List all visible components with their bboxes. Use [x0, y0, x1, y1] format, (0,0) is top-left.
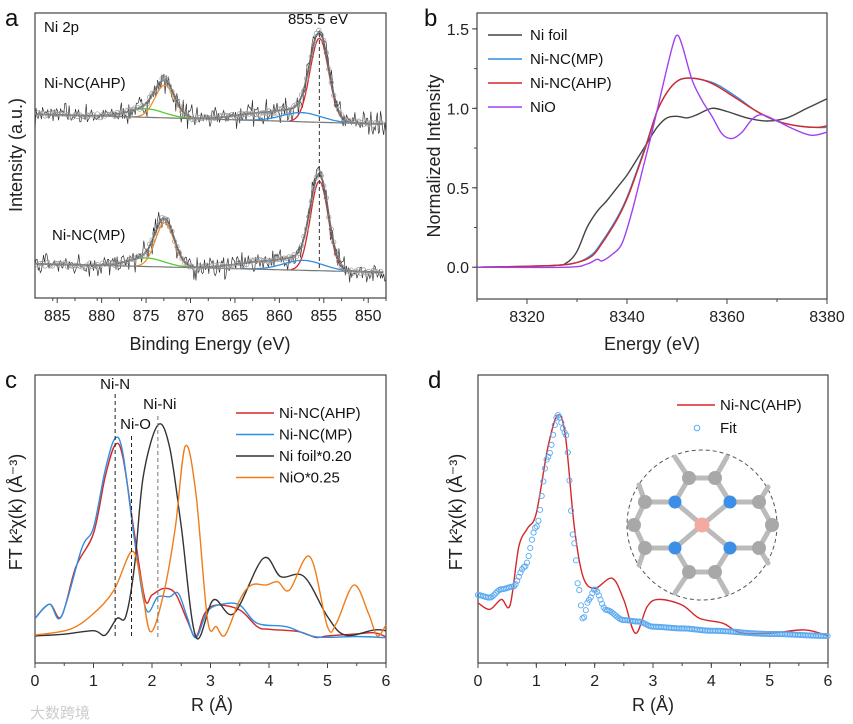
figure: a b c d Ni 2p 855.5 eV Ni-NC(AHP) Ni-NC(…: [0, 0, 853, 724]
panel-d-fit-point: [528, 545, 533, 550]
panel-a-xtick-label: 855: [310, 308, 337, 325]
panel-a-xtick-label: 860: [266, 308, 293, 325]
panel-c-xtick-label: 2: [148, 673, 157, 690]
panel-a-xlabel: Binding Energy (eV): [129, 334, 290, 354]
panel-d-xtick-label: 1: [532, 673, 541, 690]
panel-b-legend-label: NiO: [530, 99, 556, 116]
panel-c-xtick-label: 4: [265, 673, 274, 690]
panel-a-series-label-ahp: Ni-NC(AHP): [44, 75, 126, 92]
panel-d-fit-point: [537, 507, 542, 512]
panel-b-xtick-label: 8360: [709, 309, 745, 326]
panel-c-annotation: Ni-N: [100, 376, 130, 393]
panel-b-xtick-label: 8340: [609, 309, 645, 326]
watermark: 大数跨境: [30, 704, 90, 722]
panel-c-annotation: Ni-Ni: [143, 396, 176, 413]
panel-letter-b: b: [424, 5, 437, 32]
panel-c-legend-label: Ni-NC(MP): [279, 427, 352, 444]
panel-d-legend-swatch: [694, 425, 700, 431]
panel-a-xtick-label: 880: [88, 308, 115, 325]
panel-b-ytick-label: 0.0: [447, 260, 469, 277]
panel-a-envelope-1: [35, 173, 383, 272]
inset-nickel-atom: [695, 518, 710, 533]
panel-c-ylabel: FT k²χ(k) (Å⁻³): [6, 454, 26, 571]
panel-d-fit-point: [582, 615, 587, 620]
panel-d-fit-point: [570, 532, 575, 537]
panel-b-legend-label: Ni-NC(MP): [530, 51, 603, 68]
panel-b-ytick-label: 0.5: [447, 181, 469, 198]
panel-b-ytick-label: 1.5: [447, 22, 469, 39]
panel-b-ytick-label: 1.0: [447, 101, 469, 118]
panel-letter-a: a: [5, 5, 19, 32]
panel-d-fit-point: [529, 537, 534, 542]
panel-d-fit-point: [573, 558, 578, 563]
structure-inset: [627, 450, 779, 600]
panel-b-xlabel: Energy (eV): [604, 334, 700, 354]
panel-letter-d: d: [428, 367, 441, 394]
panel-d-fit-point: [549, 442, 554, 447]
panel-c-legend-label: Ni foil*0.20: [279, 448, 352, 465]
panel-c-xtick-label: 1: [89, 673, 98, 690]
panel-d-xtick-label: 0: [474, 673, 483, 690]
panel-a-ylabel: Intensity (a.u.): [6, 98, 26, 212]
panel-d-xlabel: R (Å): [632, 695, 674, 715]
panel-d-xtick-label: 6: [824, 673, 833, 690]
panel-d-xtick-label: 4: [707, 673, 716, 690]
panel-d-fit-point: [526, 553, 531, 558]
panel-c-series-Ni-NC(MP): [35, 437, 386, 638]
panel-c-xtick-label: 0: [31, 673, 40, 690]
panel-d-fit-point: [583, 608, 588, 613]
panel-a-series-label-mp: Ni-NC(MP): [52, 227, 125, 244]
panel-b-legend-label: Ni foil: [530, 27, 568, 44]
panel-a-xtick-label: 885: [44, 308, 71, 325]
panel-a-frame: [35, 13, 386, 298]
panel-b-ylabel: Normalized Intensity: [424, 74, 444, 237]
panel-b-xtick-label: 8380: [809, 309, 845, 326]
panel-c-xlabel: R (Å): [191, 695, 233, 715]
panel-b-series-NiO: [477, 35, 827, 267]
panel-b-legend-label: Ni-NC(AHP): [530, 75, 612, 92]
panel-d-ylabel: FT k²χ(k) (Å⁻³): [446, 454, 466, 571]
panel-d-fit-point: [577, 587, 582, 592]
panel-d-fit-point: [575, 581, 580, 586]
panel-c-legend-label: NiO*0.25: [279, 470, 340, 487]
panel-letter-c: c: [5, 367, 17, 394]
panel-d-fit-point: [578, 603, 583, 608]
panel-a-xtick-label: 875: [133, 308, 160, 325]
panel-a-xtick-label: 850: [355, 308, 382, 325]
panel-d-xtick-label: 3: [649, 673, 658, 690]
panel-d-xtick-label: 5: [765, 673, 774, 690]
panel-c-xtick-label: 6: [382, 673, 391, 690]
panel-c-legend-label: Ni-NC(AHP): [279, 405, 361, 422]
panel-a-title: Ni 2p: [44, 19, 79, 36]
panel-a-xtick-label: 870: [177, 308, 204, 325]
panel-d-legend-label: Ni-NC(AHP): [720, 397, 802, 414]
panel-c-xtick-label: 3: [206, 673, 215, 690]
panel-b-xtick-label: 8320: [509, 309, 545, 326]
panel-a-xtick-label: 865: [222, 308, 249, 325]
panel-d-legend-label: Fit: [720, 420, 737, 437]
panel-c-annotation: Ni-O: [120, 416, 151, 433]
panel-d-fit-point: [536, 518, 541, 523]
panel-d-xtick-label: 2: [590, 673, 599, 690]
panel-c-xtick-label: 5: [323, 673, 332, 690]
